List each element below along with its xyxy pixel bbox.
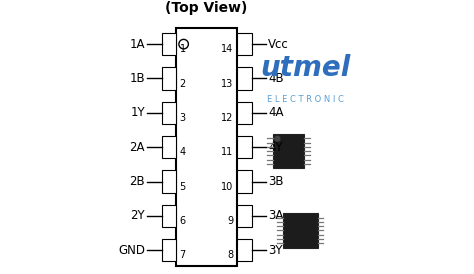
Bar	[237, 205, 252, 227]
Text: (Top View): (Top View)	[165, 1, 248, 15]
Bar	[162, 170, 176, 193]
Text: 3B: 3B	[268, 175, 283, 188]
Text: 12: 12	[221, 113, 234, 123]
Text: 1A: 1A	[129, 38, 145, 51]
Text: 14: 14	[221, 44, 234, 54]
Text: 7: 7	[180, 250, 186, 260]
Text: 1: 1	[180, 44, 186, 54]
Text: 1Y: 1Y	[130, 106, 145, 119]
Circle shape	[275, 136, 280, 141]
Bar	[273, 134, 304, 168]
Text: 3: 3	[180, 113, 186, 123]
Text: 4B: 4B	[268, 72, 284, 85]
Text: 4: 4	[180, 147, 186, 157]
Bar	[162, 67, 176, 90]
Text: Vcc: Vcc	[268, 38, 289, 51]
Bar	[176, 28, 237, 266]
Bar	[237, 33, 252, 55]
Text: 4Y: 4Y	[268, 141, 283, 154]
Text: 1B: 1B	[129, 72, 145, 85]
Text: 2B: 2B	[129, 175, 145, 188]
Text: 2Y: 2Y	[130, 209, 145, 222]
Text: 8: 8	[228, 250, 234, 260]
Text: 9: 9	[228, 216, 234, 226]
Text: 13: 13	[221, 79, 234, 89]
Bar	[162, 102, 176, 124]
Bar	[237, 102, 252, 124]
Bar	[237, 67, 252, 90]
Text: 2: 2	[180, 79, 186, 89]
Bar	[283, 213, 318, 248]
Bar	[162, 33, 176, 55]
Text: E L E C T R O N I C: E L E C T R O N I C	[267, 95, 344, 104]
Text: 2A: 2A	[129, 141, 145, 154]
Text: 5: 5	[180, 182, 186, 192]
Text: 11: 11	[221, 147, 234, 157]
Text: 6: 6	[180, 216, 186, 226]
Bar	[237, 170, 252, 193]
Bar	[237, 239, 252, 261]
Text: GND: GND	[118, 244, 145, 257]
Bar	[162, 239, 176, 261]
Bar	[162, 136, 176, 158]
Bar	[162, 205, 176, 227]
Text: 3A: 3A	[268, 209, 283, 222]
Bar	[237, 136, 252, 158]
Text: 3Y: 3Y	[268, 244, 283, 257]
Text: 10: 10	[221, 182, 234, 192]
Text: utmel: utmel	[261, 54, 351, 82]
Text: 4A: 4A	[268, 106, 283, 119]
